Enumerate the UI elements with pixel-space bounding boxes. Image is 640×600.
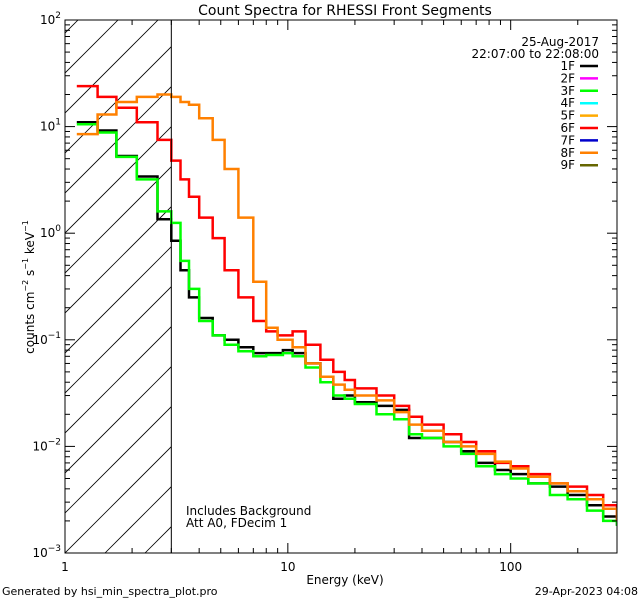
y-tick-label: 102 [40,11,61,27]
generated-by-label: Generated by hsi_min_spectra_plot.pro [2,585,218,598]
chart-title: Count Spectra for RHESSI Front Segments [198,3,492,19]
hatch-line [0,0,105,553]
hatch-line [225,0,640,553]
x-tick-label: 100 [499,560,522,574]
hatch-line [65,206,172,314]
hatch-line [545,0,640,553]
annotation-background: Includes Background [186,504,311,518]
legend-label-9F: 9F [560,158,575,172]
hatch-line [385,0,640,553]
hatch-line [65,326,172,434]
x-axis-label: Energy (keV) [306,573,383,587]
hatch-line [65,406,172,514]
legend-label-3F: 3F [560,84,575,98]
series-layer [76,84,617,526]
hatch-line [65,126,172,234]
time-range-label: 22:07:00 to 22:08:00 [472,47,599,61]
y-axis-label-part: counts cm [23,292,37,354]
y-tick-label: 10−2 [32,437,61,453]
legend-label-2F: 2F [560,71,575,85]
series-line-6F [76,84,617,517]
hatch-line [265,0,640,553]
hatch-line [65,20,79,34]
y-tick-label: 100 [40,224,61,240]
y-tick-label: 10−3 [32,544,61,560]
hatched-region [0,0,640,553]
y-tick-label: 10−1 [32,331,61,347]
hatch-line [625,0,640,553]
y-axis-label: counts cm−2 s−1 keV−1 [21,220,37,354]
hatch-line [65,20,119,74]
x-tick-label: 1 [61,560,69,574]
axis-ticks: 1 10 100 10−3 10−2 10−1 100 101 102 [32,11,618,574]
hatch-line [345,0,640,553]
hatch-line [65,166,172,274]
date-label: 25-Aug-2017 [521,35,599,49]
x-tick-label: 10 [280,560,295,574]
legend-label-6F: 6F [560,121,575,135]
legend-label-7F: 7F [560,133,575,147]
series-line-3F [76,123,617,526]
legend-label-1F: 1F [560,59,575,73]
y-axis-label-exp: −1 [21,220,30,232]
hatch-line [305,0,640,553]
hatch-line [65,366,172,474]
series-line-8F [76,93,617,521]
hatch-line [65,20,159,114]
plot-frame [64,19,618,554]
y-tick-label: 101 [40,118,61,134]
annotation-attenuator: Att A0, FDecim 1 [186,516,287,530]
hatch-line [65,86,172,194]
hatch-line [65,446,172,553]
legend-label-5F: 5F [560,109,575,123]
timestamp-label: 29-Apr-2023 04:08 [535,585,638,598]
y-axis-label-exp: −2 [21,280,30,292]
legend-label-8F: 8F [560,146,575,160]
y-axis-label-part: keV [23,231,37,258]
hatch-line [425,0,640,553]
legend-label-4F: 4F [560,96,575,110]
hatch-line [65,246,172,354]
y-axis-label-exp: −1 [21,258,30,270]
y-axis-label-part: s [23,270,37,280]
hatch-line [65,46,172,154]
